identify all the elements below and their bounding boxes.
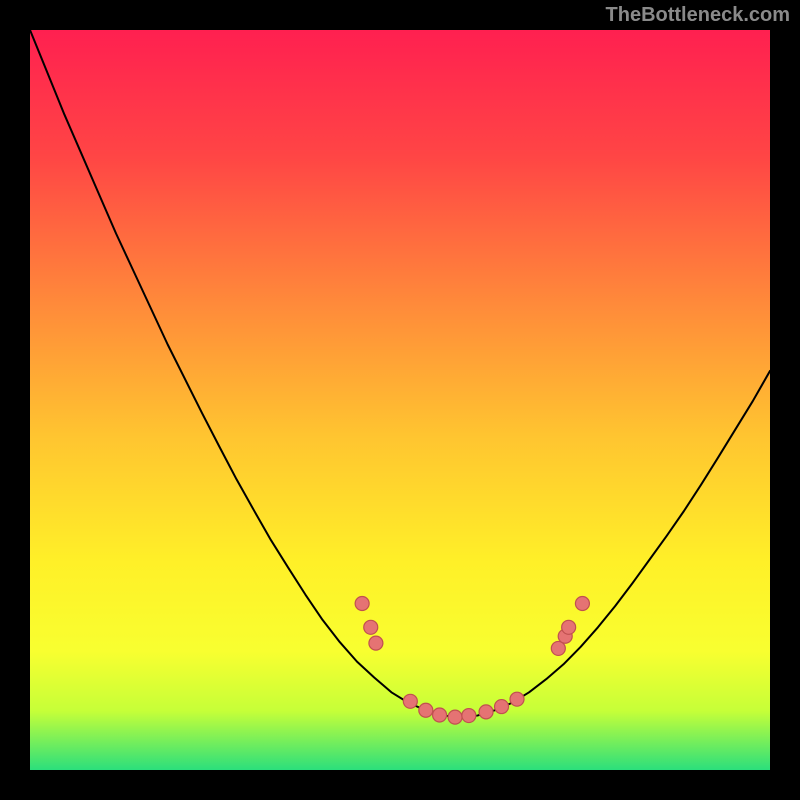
data-marker xyxy=(369,636,383,650)
data-marker xyxy=(510,692,524,706)
data-marker xyxy=(433,708,447,722)
data-marker xyxy=(562,620,576,634)
data-marker xyxy=(479,705,493,719)
data-marker xyxy=(575,597,589,611)
data-marker xyxy=(448,710,462,724)
data-marker xyxy=(495,700,509,714)
chart-svg xyxy=(30,30,770,770)
data-marker xyxy=(419,703,433,717)
data-marker xyxy=(403,694,417,708)
data-marker xyxy=(364,620,378,634)
data-marker xyxy=(355,597,369,611)
bottleneck-chart xyxy=(30,30,770,770)
data-marker xyxy=(462,709,476,723)
watermark-text: TheBottleneck.com xyxy=(606,4,790,27)
gradient-background xyxy=(30,30,770,770)
